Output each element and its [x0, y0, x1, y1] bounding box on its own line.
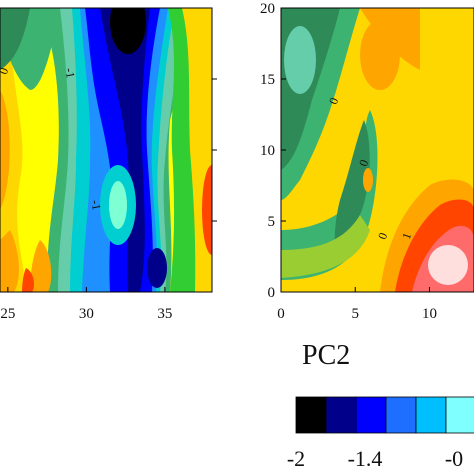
right-x-tick-label: 10	[422, 306, 437, 322]
right-region-pink	[428, 245, 468, 285]
left-contour-label-1: -1	[62, 67, 78, 79]
left-region-gold	[0, 8, 24, 292]
colorbar-swatch	[355, 396, 387, 434]
right-contour-label-1: 0	[356, 158, 371, 168]
left-x-tick-label: 25	[0, 306, 15, 322]
left-contour-plot: 0 -1 -1 25 30 35	[0, 7, 217, 322]
right-x-tick-label: 0	[277, 306, 285, 322]
right-y-tick-label: 5	[268, 214, 276, 230]
right-region-lime	[281, 215, 370, 278]
left-region-black	[110, 8, 146, 54]
colorbar-swatch	[325, 396, 357, 434]
right-y-tick-label: 20	[260, 1, 275, 17]
left-x-tick-label: 35	[157, 306, 172, 322]
left-contour-label-0: 0	[0, 66, 11, 76]
left-region-orange-2	[0, 230, 19, 292]
colorbar-labels: -2 -1.4 -0	[287, 446, 463, 471]
right-y-tick-label: 0	[268, 285, 276, 301]
right-x-axis-title: PC2	[302, 340, 350, 371]
right-contour-label-2: 0	[375, 231, 390, 241]
right-region-orange-small	[363, 168, 373, 192]
colorbar-swatch	[415, 396, 447, 434]
colorbar-swatch	[445, 396, 474, 434]
colorbar: -2 -1.4 -0	[287, 396, 474, 471]
right-x-tick-label: 5	[351, 306, 359, 322]
left-region-darkgreen	[0, 8, 30, 70]
right-contour-label-0: 0	[326, 96, 341, 106]
left-contour-label-2: -1	[88, 199, 104, 211]
right-y-tick-label: 10	[260, 143, 275, 159]
colorbar-label: -2	[287, 446, 305, 471]
right-region-orange-blob	[360, 20, 400, 90]
right-region-darkgreen-mid	[334, 120, 370, 245]
left-region-navy-bottom	[147, 248, 167, 288]
left-region-orange	[0, 90, 10, 210]
colorbar-swatch	[295, 396, 327, 434]
left-region-aqua-island	[109, 181, 127, 229]
right-y-tick-label: 15	[260, 72, 275, 88]
colorbar-label: -0	[445, 446, 463, 471]
colorbar-label: -1.4	[348, 446, 383, 471]
right-contour-label-3: 1	[399, 231, 414, 241]
left-region-red-right	[202, 165, 212, 255]
right-region-teal-top	[284, 26, 316, 94]
left-region-red-bottom	[22, 268, 34, 292]
left-x-tick-label: 30	[79, 306, 94, 322]
left-x-axis: 25 30 35	[0, 78, 217, 322]
left-region-navy	[100, 8, 150, 292]
left-region-orange-bottom	[30, 240, 52, 292]
colorbar-swatch	[385, 396, 417, 434]
right-contour-plot: 0 0 0 1 0 5 10 0 5 10 15 20 PC2	[260, 1, 474, 371]
colorbar-swatches	[295, 396, 474, 434]
